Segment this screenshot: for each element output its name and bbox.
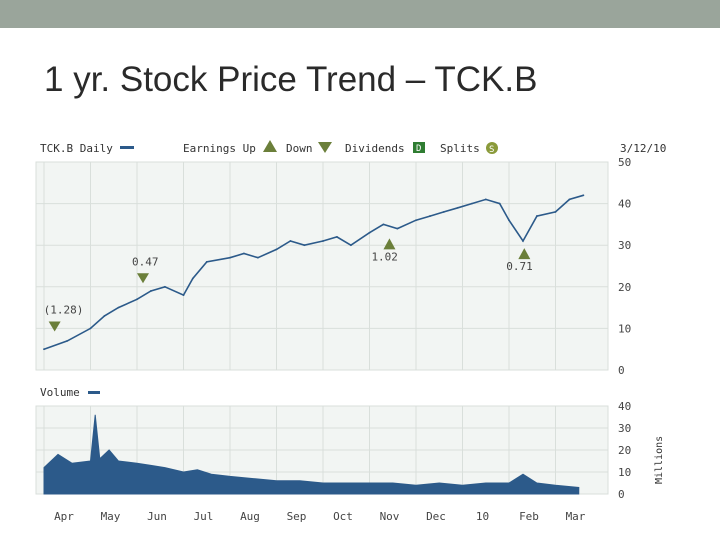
dividends-icon: [413, 142, 425, 153]
x-tick-label: Feb: [519, 510, 539, 523]
price-y-tick-label: 30: [618, 239, 631, 252]
price-point: [43, 348, 45, 351]
price-point: [554, 211, 557, 213]
earnings-down-icon: [318, 142, 332, 153]
price-point: [322, 240, 324, 242]
legend-earnings-up: Earnings Up: [183, 142, 256, 155]
price-point: [182, 294, 185, 297]
price-point: [275, 248, 278, 251]
legend-down: Down: [286, 142, 313, 155]
legend-splits: Splits: [440, 142, 480, 155]
earnings-annotation-label: 0.71: [506, 260, 533, 273]
earnings-up-marker: [383, 238, 396, 250]
earnings-up-icon: [263, 140, 277, 152]
price-point: [522, 240, 524, 242]
price-point: [150, 290, 152, 292]
volume-y-tick-label: 20: [618, 444, 631, 457]
earnings-annotation-label: 0.47: [132, 255, 159, 268]
price-plot-area: [35, 161, 609, 371]
volume-units-label: Millions: [654, 436, 665, 484]
price-point: [205, 260, 208, 263]
dividends-badge: D: [416, 144, 421, 154]
price-point: [396, 227, 399, 230]
price-point: [336, 235, 338, 238]
price-point: [117, 306, 120, 309]
x-tick-label: Nov: [380, 510, 400, 523]
volume-legend-swatch: [88, 391, 100, 394]
price-point: [368, 231, 371, 234]
price-point: [415, 219, 417, 222]
volume-y-tick-label: 10: [618, 466, 631, 479]
price-point: [89, 327, 92, 330]
price-point: [568, 198, 571, 201]
price-point: [498, 202, 501, 205]
price-y-axis: 0 10 20 30 40 50: [618, 156, 631, 377]
price-series: [43, 194, 585, 351]
price-point: [382, 223, 385, 226]
legend-dividends: Dividends: [345, 142, 405, 155]
volume-legend-label: Volume: [40, 386, 80, 399]
splits-icon: [486, 142, 498, 154]
price-point: [257, 256, 259, 259]
volume-y-tick-label: 40: [618, 400, 631, 413]
x-tick-label: May: [101, 510, 121, 523]
price-point: [303, 244, 306, 247]
volume-series: [43, 414, 580, 495]
price-point: [508, 219, 510, 222]
price-line: [43, 194, 584, 350]
splits-badge: S: [489, 145, 494, 155]
price-y-tick-label: 40: [618, 198, 631, 211]
price-point: [470, 202, 473, 205]
x-tick-label: Jul: [194, 510, 214, 523]
price-point: [484, 198, 487, 201]
price-point: [164, 285, 166, 288]
price-point: [243, 252, 245, 255]
price-point: [536, 215, 538, 217]
x-tick-label: 10: [476, 510, 489, 523]
price-y-tick-label: 50: [618, 156, 631, 169]
price-point: [103, 315, 106, 317]
volume-y-axis: 0 10 20 30 40: [618, 400, 631, 501]
price-point: [66, 339, 69, 342]
x-tick-label: Mar: [566, 510, 586, 523]
price-point: [191, 277, 194, 280]
x-tick-label: Aug: [240, 510, 260, 523]
earnings-down-marker: [137, 273, 149, 284]
price-legend: TCK.B Daily Earnings Up Down Dividends D…: [40, 140, 666, 155]
x-tick-label: Dec: [426, 510, 446, 523]
earnings-annotation-label: 1.02: [371, 250, 398, 263]
x-tick-label: Oct: [333, 510, 353, 523]
price-point: [429, 215, 431, 217]
slide-top-band: [0, 0, 720, 28]
price-point: [582, 194, 585, 197]
slide-title: 1 yr. Stock Price Trend – TCK.B: [44, 60, 538, 99]
volume-y-tick-label: 30: [618, 422, 631, 435]
price-y-tick-label: 10: [618, 322, 631, 335]
price-point: [229, 256, 231, 259]
volume-y-tick-label: 0: [618, 488, 625, 501]
price-point: [289, 240, 292, 242]
x-tick-label: Apr: [54, 510, 74, 523]
x-axis: Apr May Jun Jul Aug Sep Oct Nov Dec 10 Feb Mar: [54, 510, 586, 523]
price-point: [136, 298, 138, 301]
x-tick-label: Jun: [147, 510, 167, 523]
price-point: [456, 206, 459, 209]
earnings-down-marker: [48, 321, 61, 332]
earnings-annotations: (1.28) 0.47 1.02 0.71: [44, 238, 533, 332]
legend-series-label: TCK.B Daily: [40, 142, 113, 155]
price-point: [350, 244, 352, 247]
x-tick-label: Sep: [287, 510, 307, 523]
earnings-up-marker: [518, 248, 531, 260]
price-y-tick-label: 0: [618, 364, 625, 377]
price-point: [443, 211, 445, 213]
legend-series-swatch: [120, 146, 134, 149]
earnings-annotation-label: (1.28): [44, 304, 84, 317]
price-y-tick-label: 20: [618, 281, 631, 294]
volume-area: [43, 414, 580, 495]
price-grid: [36, 161, 608, 371]
chart-date: 3/12/10: [620, 142, 666, 155]
